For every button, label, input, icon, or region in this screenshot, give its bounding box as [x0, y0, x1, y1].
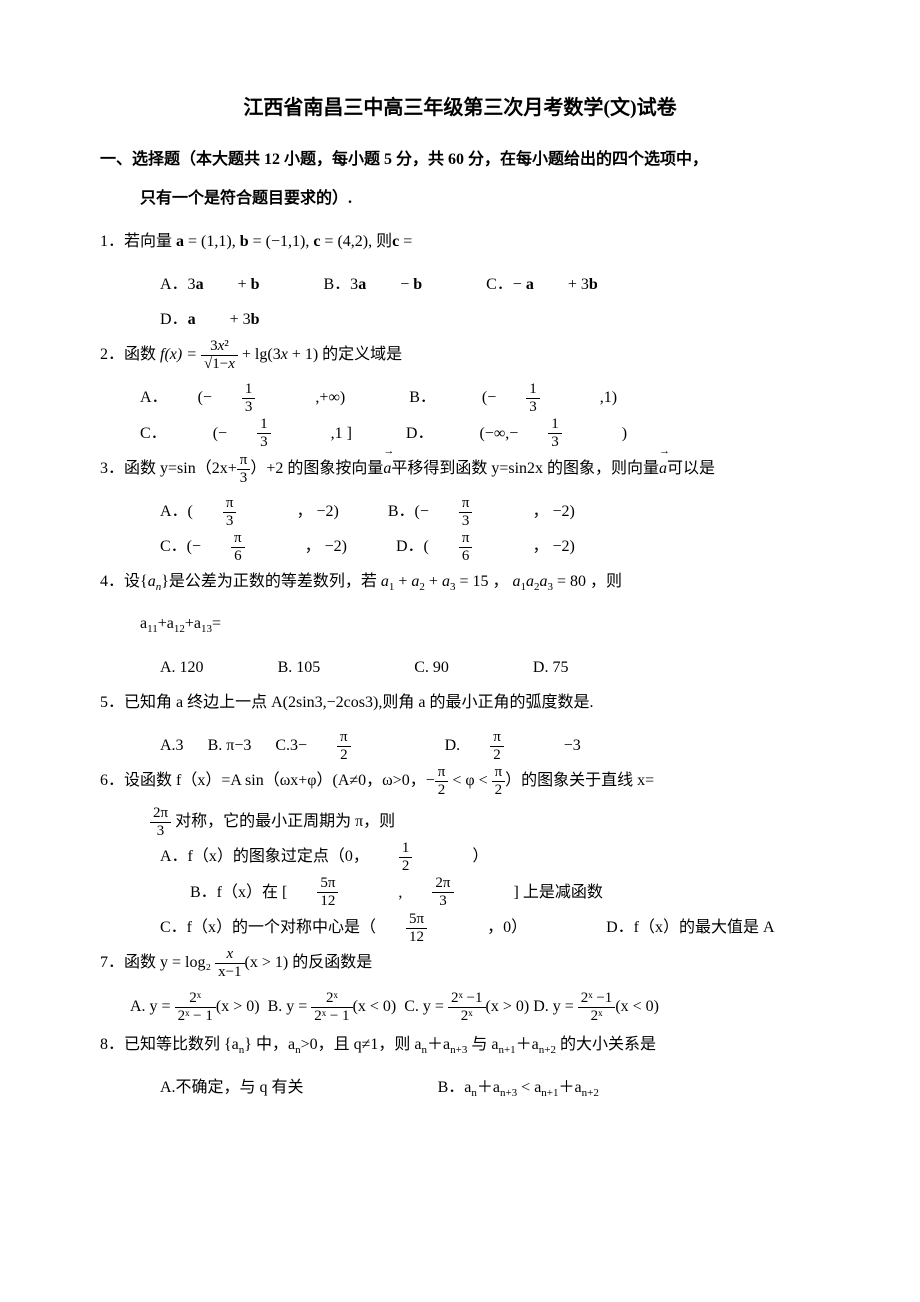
- q7-optD: D. y = 2ˣ −12ˣ(x < 0): [533, 998, 659, 1015]
- q3-mid2: 平移得到函数 y=sin2x 的图象，则向量: [391, 460, 659, 477]
- q1-optA: A．3a + b: [160, 267, 290, 302]
- q7-optC: C. y = 2ˣ −12ˣ(x > 0): [404, 998, 529, 1015]
- q1-optB: B．3a − b: [324, 267, 453, 302]
- question-4: 4．设{an}是公差为正数的等差数列，若 a1 + a2 + a3 = 15 ，…: [100, 564, 820, 599]
- question-8: 8．已知等比数列 {an} 中，an>0，且 q≠1，则 an＋an+3 与 a…: [100, 1027, 820, 1062]
- q3-prefix: 3．函数 y=sin（2x+: [100, 460, 237, 477]
- q4-optA: A. 120: [160, 650, 204, 685]
- q7-prefix: 7．函数 y = log₂: [100, 954, 215, 971]
- q6-optA: A．f（x）的图象过定点（0，12）: [160, 839, 518, 874]
- q1-optD: D．a + 3b: [160, 302, 290, 337]
- q2-optB: B． (−13,1): [409, 380, 647, 415]
- q3-optB: B．(−π3， −2): [388, 494, 605, 529]
- question-3: 3．函数 y=sin（2x+π3）+2 的图象按向量a平移得到函数 y=sin2…: [100, 451, 820, 486]
- q6-optD: D．f（x）的最大值是 A: [606, 910, 774, 945]
- q6-optB: B．f（x）在 [5π12,2π3] 上是减函数: [190, 875, 633, 910]
- q6-line2: 2π3 对称，它的最小正周期为 π，则: [100, 806, 820, 839]
- q4-optD: D. 75: [533, 650, 569, 685]
- q2-plus: + lg(3x + 1): [242, 346, 322, 363]
- q5-optD: D. π2−3: [445, 728, 611, 763]
- question-7: 7．函数 y = log₂ xx−1(x > 1) 的反函数是: [100, 945, 820, 980]
- q8-optA: A.不确定，与 q 有关: [160, 1070, 304, 1105]
- q7-options: A. y = 2ˣ2ˣ − 1(x > 0) B. y = 2ˣ2ˣ − 1(x…: [100, 988, 820, 1026]
- q3-vec: a: [383, 451, 391, 486]
- q1-text: 1．若向量 a = (1,1), b = (−1,1), c = (4,2), …: [100, 233, 412, 250]
- q4-text2: a11+a12+a13=: [100, 610, 820, 640]
- q4-options: A. 120 B. 105 C. 90 D. 75: [100, 650, 820, 685]
- q5-optC: C.3−π2: [275, 728, 410, 763]
- q3-optD: D．(π6， −2): [396, 529, 605, 564]
- q7-optB: B. y = 2ˣ2ˣ − 1(x < 0): [268, 998, 397, 1015]
- q2-optD: D． (−∞,−13): [406, 416, 657, 451]
- q8-options: A.不确定，与 q 有关 B．an＋an+3 < an+1＋an+2: [100, 1070, 820, 1105]
- q4-optC: C. 90: [414, 650, 449, 685]
- q5-optA: A.3: [160, 728, 184, 763]
- q3-optA: A．(π3， −2): [160, 494, 369, 529]
- question-6: 6．设函数 f（x）=A sin（ωx+φ）(A≠0，ω>0，−π2 < φ <…: [100, 763, 820, 798]
- q2-num: 3x²: [201, 339, 238, 356]
- q5-optB: B. π−3: [208, 728, 252, 763]
- q2-optA: A．(−13,+∞): [140, 380, 375, 415]
- q2-optC: C． (−13,1 ]: [140, 416, 382, 451]
- question-2: 2．函数 f(x) = 3x² √1−x + lg(3x + 1) 的定义域是: [100, 337, 820, 372]
- q6-prefix: 6．设函数 f（x）=A sin（ωx+φ）(A≠0，ω>0，−: [100, 772, 435, 789]
- q1-options: A．3a + b B．3a − b C．− a + 3b D．a + 3b: [100, 267, 820, 337]
- section-header-cont: 只有一个是符合题目要求的）.: [100, 185, 820, 214]
- q8-text: 8．已知等比数列 {an} 中，an>0，且 q≠1，则 an＋an+3 与 a…: [100, 1036, 656, 1053]
- q2-mid: 的定义域是: [322, 346, 402, 363]
- q4-text: 4．设{an}是公差为正数的等差数列，若 a1 + a2 + a3 = 15 ，…: [100, 573, 622, 590]
- q3-mid1: ）+2 的图象按向量: [250, 460, 383, 477]
- q2-den: √1−x: [201, 356, 238, 372]
- question-5: 5．已知角 a 终边上一点 A(2sin3,−2cos3),则角 a 的最小正角…: [100, 685, 820, 720]
- q5-options: A.3 B. π−3 C.3−π2 D. π2−3: [100, 728, 820, 763]
- q8-optB: B．an＋an+3 < an+1＋an+2: [438, 1070, 599, 1105]
- q3-optC: C．(−π6， −2): [160, 529, 377, 564]
- q6-options-ab: A．f（x）的图象过定点（0，12） B．f（x）在 [5π12,2π3] 上是…: [100, 839, 820, 909]
- q3-vec2: a: [659, 451, 667, 486]
- q4-optB: B. 105: [278, 650, 321, 685]
- q6-options-cd: C．f（x）的一个对称中心是（5π12，0） D．f（x）的最大值是 A: [100, 910, 820, 945]
- section-header: 一、选择题（本大题共 12 小题，每小题 5 分，共 60 分，在每小题给出的四…: [100, 146, 820, 175]
- page-title: 江西省南昌三中高三年级第三次月考数学(文)试卷: [100, 90, 820, 126]
- q7-suffix: (x > 1) 的反函数是: [245, 954, 373, 971]
- q2-fx: f(x) =: [160, 346, 201, 363]
- q1-optC: C．− a + 3b: [486, 267, 628, 302]
- q3-options: A．(π3， −2) B．(−π3， −2) C．(−π6， −2) D．(π6…: [100, 494, 820, 564]
- q2-options: A．(−13,+∞) B． (−13,1) C． (−13,1 ] D． (−∞…: [100, 380, 820, 450]
- question-1: 1．若向量 a = (1,1), b = (−1,1), c = (4,2), …: [100, 224, 820, 259]
- q7-optA: A. y = 2ˣ2ˣ − 1(x > 0): [130, 998, 260, 1015]
- q3-suffix: 可以是: [667, 460, 715, 477]
- q2-prefix: 2．函数: [100, 346, 156, 363]
- q6-optC: C．f（x）的一个对称中心是（5π12，0）: [160, 910, 557, 945]
- q2-frac: 3x² √1−x: [201, 339, 238, 372]
